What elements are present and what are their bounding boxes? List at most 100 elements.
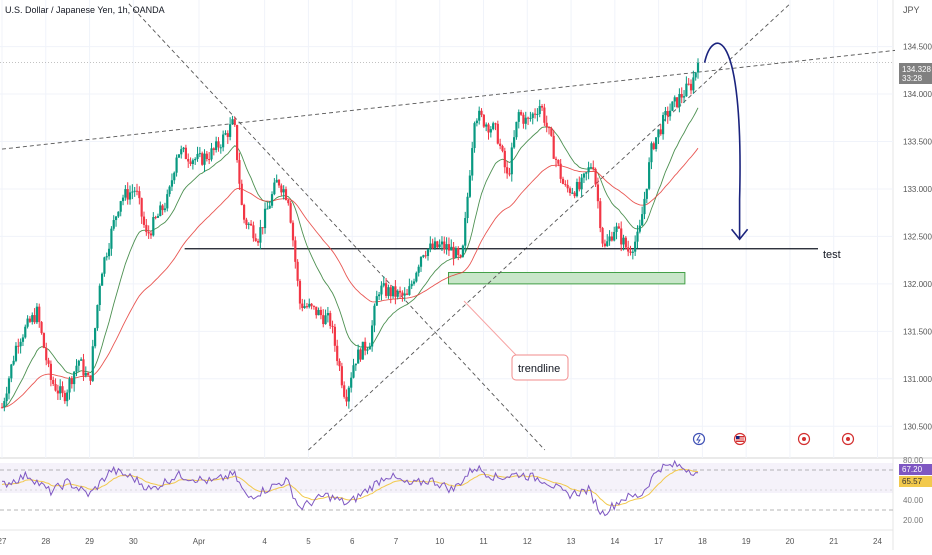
bear-candle[interactable] bbox=[573, 191, 576, 199]
bull-candle[interactable] bbox=[636, 225, 639, 249]
bear-candle[interactable] bbox=[289, 200, 292, 224]
bear-candle[interactable] bbox=[496, 120, 499, 145]
bull-candle[interactable] bbox=[585, 171, 588, 181]
bear-candle[interactable] bbox=[482, 113, 485, 128]
bear-candle[interactable] bbox=[249, 220, 253, 227]
bull-candle[interactable] bbox=[478, 106, 481, 125]
bear-candle[interactable] bbox=[87, 371, 90, 376]
bull-candle[interactable] bbox=[166, 189, 169, 212]
bear-candle[interactable] bbox=[401, 290, 404, 302]
bear-candle[interactable] bbox=[33, 308, 36, 325]
bull-candle[interactable] bbox=[366, 347, 369, 355]
bear-candle[interactable] bbox=[126, 182, 129, 205]
bull-candle[interactable] bbox=[96, 304, 99, 331]
bear-candle[interactable] bbox=[447, 237, 451, 257]
bull-candle[interactable] bbox=[19, 338, 22, 354]
bear-candle[interactable] bbox=[254, 233, 257, 242]
bull-candle[interactable] bbox=[110, 226, 113, 256]
bull-candle[interactable] bbox=[361, 341, 364, 360]
bear-candle[interactable] bbox=[238, 152, 241, 190]
red-event-icon[interactable] bbox=[797, 432, 811, 446]
bull-candle[interactable] bbox=[531, 112, 534, 125]
bull-candle[interactable] bbox=[350, 372, 353, 393]
bull-candle[interactable] bbox=[222, 130, 225, 152]
bull-candle[interactable] bbox=[440, 236, 444, 252]
bull-candle[interactable] bbox=[485, 122, 488, 132]
bear-candle[interactable] bbox=[480, 108, 483, 118]
bull-candle[interactable] bbox=[382, 276, 385, 288]
bear-candle[interactable] bbox=[431, 238, 434, 250]
bear-candle[interactable] bbox=[0, 403, 4, 409]
bear-candle[interactable] bbox=[564, 180, 567, 187]
bear-candle[interactable] bbox=[520, 109, 523, 116]
bull-candle[interactable] bbox=[112, 215, 115, 231]
bull-candle[interactable] bbox=[415, 271, 418, 283]
bear-candle[interactable] bbox=[245, 217, 248, 229]
bull-candle[interactable] bbox=[121, 194, 125, 206]
bear-candle[interactable] bbox=[540, 104, 544, 111]
bear-candle[interactable] bbox=[364, 337, 367, 356]
bull-candle[interactable] bbox=[182, 146, 185, 153]
bear-candle[interactable] bbox=[629, 245, 632, 256]
bull-candle[interactable] bbox=[466, 192, 469, 224]
bear-candle[interactable] bbox=[557, 159, 560, 167]
bear-candle[interactable] bbox=[40, 321, 43, 335]
bull-candle[interactable] bbox=[438, 239, 441, 249]
bear-candle[interactable] bbox=[147, 225, 150, 239]
bull-candle[interactable] bbox=[107, 243, 111, 260]
bull-candle[interactable] bbox=[98, 283, 101, 312]
bear-candle[interactable] bbox=[28, 316, 32, 324]
bull-candle[interactable] bbox=[492, 121, 495, 131]
bull-candle[interactable] bbox=[475, 118, 478, 127]
bull-candle[interactable] bbox=[177, 154, 181, 159]
bear-candle[interactable] bbox=[319, 306, 323, 320]
bear-candle[interactable] bbox=[149, 230, 153, 239]
bull-candle[interactable] bbox=[31, 312, 34, 325]
bear-candle[interactable] bbox=[459, 254, 462, 259]
bear-candle[interactable] bbox=[140, 197, 143, 224]
bull-candle[interactable] bbox=[103, 256, 106, 277]
bear-candle[interactable] bbox=[89, 375, 92, 385]
bull-candle[interactable] bbox=[648, 157, 651, 191]
bull-candle[interactable] bbox=[231, 115, 234, 125]
bear-candle[interactable] bbox=[205, 150, 208, 162]
bull-candle[interactable] bbox=[266, 201, 269, 210]
bull-candle[interactable] bbox=[396, 289, 399, 300]
falling-trendline[interactable] bbox=[128, 3, 546, 451]
bear-candle[interactable] bbox=[52, 376, 55, 386]
bull-candle[interactable] bbox=[210, 142, 213, 162]
bull-candle[interactable] bbox=[84, 366, 87, 378]
bear-candle[interactable] bbox=[256, 238, 260, 246]
bear-candle[interactable] bbox=[312, 305, 316, 310]
bear-candle[interactable] bbox=[17, 338, 20, 354]
bull-candle[interactable] bbox=[643, 191, 646, 220]
bear-candle[interactable] bbox=[301, 298, 304, 312]
bull-candle[interactable] bbox=[191, 158, 194, 170]
bull-candle[interactable] bbox=[661, 112, 665, 140]
bull-candle[interactable] bbox=[247, 222, 250, 230]
bull-candle[interactable] bbox=[24, 324, 27, 339]
bear-candle[interactable] bbox=[452, 242, 455, 266]
bull-candle[interactable] bbox=[173, 171, 176, 184]
bull-candle[interactable] bbox=[461, 244, 465, 258]
bull-candle[interactable] bbox=[608, 230, 611, 246]
bear-candle[interactable] bbox=[436, 240, 439, 249]
bear-candle[interactable] bbox=[49, 360, 52, 387]
bull-candle[interactable] bbox=[77, 359, 80, 372]
bear-candle[interactable] bbox=[331, 320, 334, 334]
bear-candle[interactable] bbox=[384, 278, 388, 299]
bear-candle[interactable] bbox=[526, 116, 530, 125]
bull-candle[interactable] bbox=[606, 234, 609, 247]
bull-candle[interactable] bbox=[536, 108, 539, 122]
bull-candle[interactable] bbox=[73, 371, 76, 392]
bull-candle[interactable] bbox=[673, 95, 676, 108]
bull-candle[interactable] bbox=[622, 234, 625, 251]
bear-candle[interactable] bbox=[310, 303, 313, 310]
bull-candle[interactable] bbox=[128, 185, 132, 205]
bull-candle[interactable] bbox=[21, 334, 25, 347]
bull-candle[interactable] bbox=[80, 357, 83, 361]
bull-candle[interactable] bbox=[471, 141, 474, 181]
bear-candle[interactable] bbox=[298, 278, 302, 310]
us-flag-icon[interactable] bbox=[733, 432, 747, 446]
